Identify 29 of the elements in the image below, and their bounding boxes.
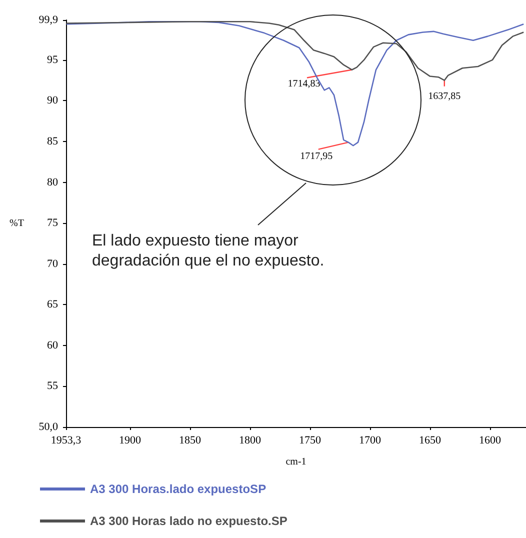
line-series bbox=[66, 20, 524, 82]
y-tick-label: 75 bbox=[47, 217, 58, 230]
x-tick-label: 1900 bbox=[118, 434, 142, 446]
y-tick-label: 99,9 bbox=[38, 14, 58, 26]
x-axis-title: cm-1 bbox=[286, 456, 306, 468]
annotation: 1714,83 bbox=[288, 78, 320, 90]
legend-label: A3 300 Horas.lado expuestoSP bbox=[90, 482, 266, 496]
y-tick-label: 85 bbox=[47, 136, 58, 148]
x-tick-label: 1750 bbox=[298, 434, 322, 446]
y-tick-label: 50,0 bbox=[38, 421, 58, 433]
y-tick-label: 55 bbox=[47, 380, 58, 392]
x-tick-label: 1850 bbox=[178, 434, 202, 446]
y-tick-label: 95 bbox=[47, 54, 58, 66]
line-series bbox=[66, 20, 524, 146]
annotation: 1637,85 bbox=[428, 90, 461, 102]
x-tick-label: 1953,3 bbox=[50, 434, 82, 446]
annotation: El lado expuesto tiene mayor degradación que el no expuesto. bbox=[92, 232, 324, 270]
y-tick-label: 90 bbox=[47, 94, 58, 107]
x-tick-label: 1600 bbox=[478, 434, 502, 446]
y-tick-label: 80 bbox=[47, 176, 58, 188]
legend-label: A3 300 Horas lado no expuesto.SP bbox=[90, 514, 288, 528]
x-tick-label: 1800 bbox=[238, 434, 262, 446]
y-axis-title: %T bbox=[10, 218, 24, 229]
annotation: 1717,95 bbox=[300, 150, 333, 162]
y-tick-label: 60 bbox=[47, 339, 58, 352]
y-tick-label: 70 bbox=[47, 258, 58, 270]
y-tick-label: 65 bbox=[47, 298, 58, 311]
x-tick-label: 1650 bbox=[418, 434, 442, 446]
x-tick-label: 1700 bbox=[358, 434, 382, 446]
